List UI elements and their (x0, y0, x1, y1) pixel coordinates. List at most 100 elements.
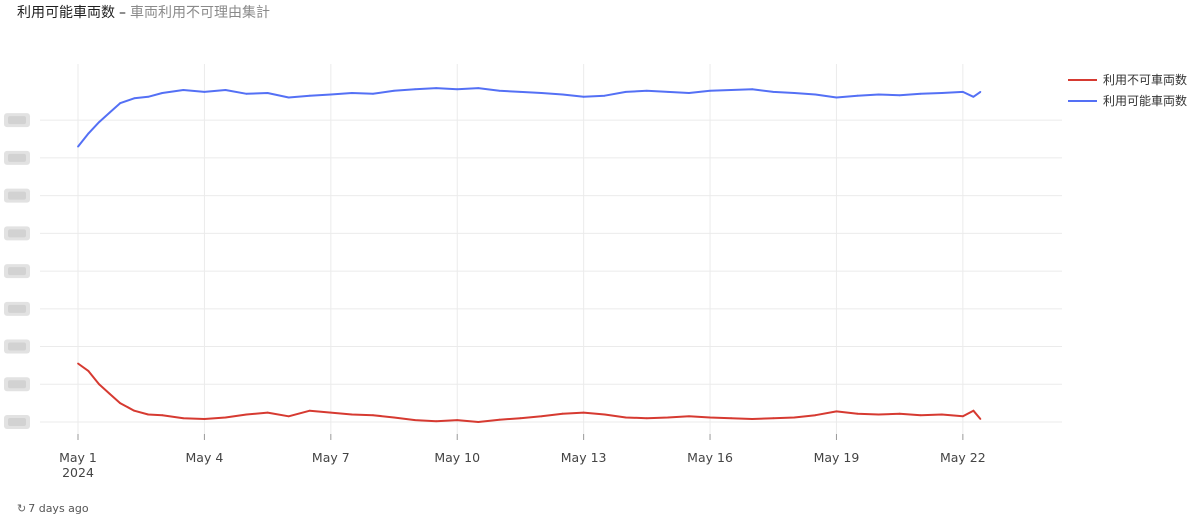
data-point (147, 95, 150, 98)
data-point (108, 111, 111, 114)
data-point (645, 89, 648, 92)
data-point (898, 94, 901, 97)
data-point (477, 87, 480, 89)
data-point (287, 415, 290, 418)
legend-label[interactable]: 利用不可車両数 (1103, 72, 1187, 87)
data-point (372, 414, 374, 417)
data-point (498, 89, 501, 92)
data-point (519, 91, 522, 93)
y-tick-label-obscured-inner (8, 191, 26, 200)
data-point (793, 92, 796, 94)
x-tick-label: May 10 (434, 450, 480, 465)
data-point (329, 411, 332, 414)
data-point (751, 418, 754, 420)
y-tick-label-obscured-inner (8, 267, 26, 276)
data-point (972, 95, 975, 98)
page-title: 利用可能車両数 (17, 5, 115, 21)
data-point (962, 415, 964, 418)
data-point (435, 87, 438, 89)
data-point (624, 416, 627, 419)
refresh-status: ↻ 7 days ago (17, 502, 89, 515)
data-point (266, 92, 269, 94)
data-point (456, 419, 459, 421)
data-point (351, 413, 353, 416)
data-point (87, 132, 90, 135)
data-point (814, 414, 817, 417)
x-year-label: 2024 (62, 465, 94, 480)
data-point (203, 418, 206, 420)
data-point (540, 415, 543, 418)
data-point (287, 96, 290, 99)
data-point (603, 413, 606, 416)
data-point (709, 89, 711, 92)
y-tick-label-obscured-inner (8, 418, 26, 426)
data-point (962, 91, 964, 93)
data-point (940, 413, 943, 416)
data-point (730, 89, 732, 91)
chart-header: 利用可能車両数 – 車両利用不可理由集計 (17, 2, 270, 22)
data-point (730, 417, 732, 420)
data-point (119, 102, 121, 105)
page-subtitle: 車両利用不可理由集計 (130, 5, 270, 21)
data-point (940, 92, 943, 94)
data-point (979, 418, 982, 420)
data-point (414, 419, 416, 421)
data-point (667, 91, 669, 93)
data-point (856, 94, 859, 97)
data-point (414, 88, 416, 91)
data-point (688, 92, 690, 94)
x-tick-label: May 13 (561, 450, 607, 465)
data-point (751, 88, 754, 91)
updated-time: 7 days ago (28, 502, 89, 515)
data-point (561, 93, 564, 96)
data-point (98, 383, 100, 386)
data-point (351, 92, 353, 94)
data-point (709, 416, 711, 419)
data-point (772, 91, 775, 93)
data-point (119, 402, 121, 404)
y-tick-label-obscured-inner (8, 153, 26, 162)
series-line-1 (77, 87, 981, 148)
data-point (835, 96, 838, 99)
data-point (245, 413, 248, 416)
x-tick-label: May 7 (312, 450, 350, 465)
data-point (835, 410, 838, 413)
data-point (561, 412, 564, 415)
refresh-icon[interactable]: ↻ (17, 502, 27, 515)
data-point (624, 91, 627, 93)
data-point (224, 416, 227, 419)
data-point (793, 416, 796, 419)
data-point (308, 409, 311, 412)
data-point (182, 417, 185, 420)
x-tick-label: May 1 (59, 450, 97, 465)
data-point (540, 92, 543, 94)
x-tick-label: May 19 (814, 450, 860, 465)
data-point (498, 418, 501, 421)
data-point (603, 94, 606, 97)
data-point (393, 89, 395, 92)
title-separator: – (119, 5, 126, 21)
data-point (77, 145, 79, 148)
data-point (898, 412, 901, 415)
data-point (203, 91, 206, 93)
data-point (245, 92, 248, 95)
data-point (814, 93, 817, 96)
data-point (667, 416, 669, 419)
data-point (182, 89, 185, 91)
data-point (87, 370, 90, 372)
data-point (456, 88, 459, 91)
y-tick-label-obscured-inner (8, 342, 26, 351)
data-point (393, 416, 395, 419)
data-point (772, 417, 775, 420)
data-point (856, 412, 859, 415)
x-tick-label: May 4 (186, 450, 224, 465)
data-point (519, 417, 522, 420)
data-point (979, 91, 982, 93)
data-point (161, 92, 164, 94)
legend-label[interactable]: 利用可能車両数 (1103, 93, 1187, 108)
x-axis: May 1 May 4 May 7 May 10 May 13 May 16 May 19 M… (59, 434, 986, 480)
data-point (972, 409, 975, 412)
data-point (919, 92, 922, 95)
